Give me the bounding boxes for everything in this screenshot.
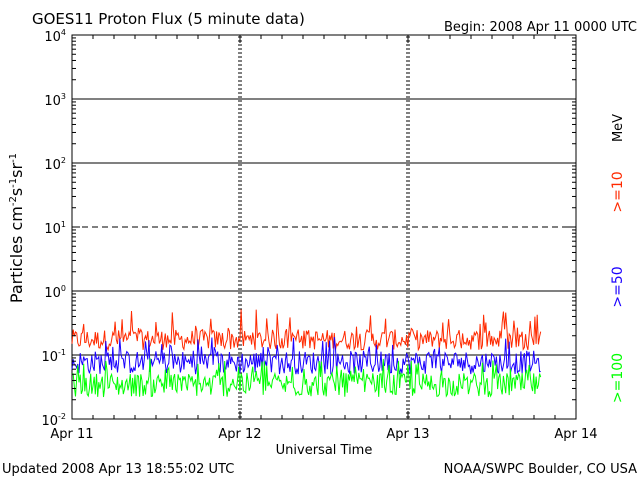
axis-ticks (71, 35, 577, 420)
y-tick-label-0: 10-2 (41, 412, 66, 429)
legend-series-10mev: >=10 (610, 171, 626, 212)
begin-time-label: Begin: 2008 Apr 11 0000 UTC (444, 20, 637, 35)
y-tick-label-6: 104 (44, 28, 66, 45)
legend-series-50mev: >=50 (610, 266, 626, 307)
y-tick-label-2: 100 (44, 284, 66, 301)
x-tick-label-apr12: Apr 12 (218, 427, 261, 442)
source-credit: NOAA/SWPC Boulder, CO USA (444, 462, 637, 477)
legend-series-100mev: >=100 (610, 353, 626, 403)
y-tick-labels: 10-2 10-1 100 101 102 103 104 (41, 28, 66, 429)
y-tick-label-3: 101 (44, 220, 66, 237)
x-tick-labels: Apr 11 Apr 12 Apr 13 Apr 14 (50, 427, 597, 442)
series-layer (71, 309, 542, 398)
chart-title: GOES11 Proton Flux (5 minute data) (32, 10, 305, 28)
x-axis-label: Universal Time (276, 443, 373, 458)
x-tick-label-apr11: Apr 11 (50, 427, 93, 442)
series-line-0 (71, 309, 542, 352)
day-divider-ticks (238, 36, 410, 418)
series-line-2 (71, 358, 542, 398)
x-tick-label-apr13: Apr 13 (386, 427, 429, 442)
updated-timestamp: Updated 2008 Apr 13 18:55:02 UTC (2, 462, 234, 477)
y-tick-label-5: 103 (44, 92, 66, 109)
y-tick-label-1: 10-1 (41, 348, 66, 365)
legend-unit-label: MeV (611, 114, 626, 142)
y-tick-label-4: 102 (44, 156, 66, 173)
y-axis-label: Particles cm-2s-1sr-1 (7, 153, 26, 303)
x-tick-label-apr14: Apr 14 (554, 427, 597, 442)
